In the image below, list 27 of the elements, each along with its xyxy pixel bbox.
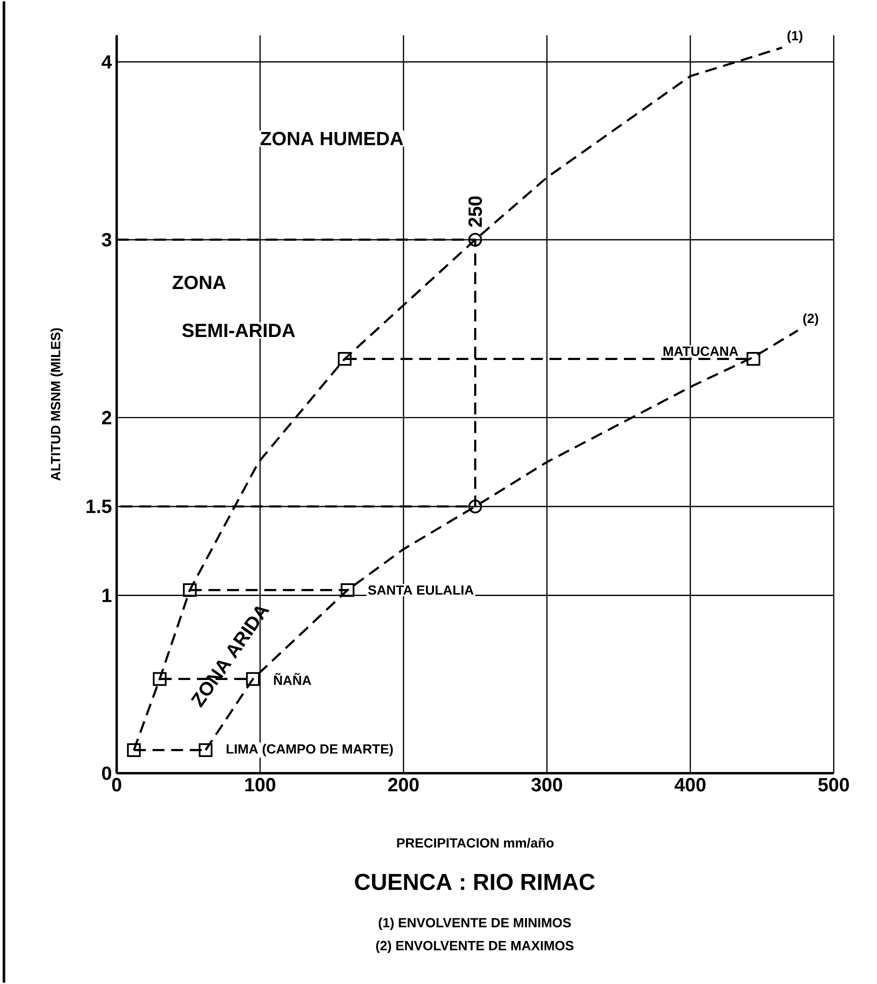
x-tick-label: 300 — [532, 778, 562, 792]
series-label: (1) — [788, 30, 803, 43]
x-tick-label: 500 — [818, 778, 850, 792]
x-tick-label: 400 — [674, 778, 706, 792]
x-tick-label: 200 — [388, 778, 419, 792]
annotation: ÑAÑA — [274, 673, 312, 685]
y-tick-label: 0 — [102, 766, 112, 780]
annotation: ZONA — [172, 276, 226, 290]
y-tick-label: 4 — [102, 55, 112, 68]
annotation: ZONA HUMEDA — [260, 132, 404, 146]
annotation: SEMI-ARIDA — [182, 324, 296, 338]
y-tick-label: 3 — [102, 232, 112, 247]
y-axis-title: ALTITUD MSNM (MILES) — [50, 328, 64, 481]
text: CUENCA : RIO RIMAC — [355, 874, 595, 890]
annotation: MATUCANA — [664, 346, 738, 356]
text: (1) ENVOLVENTE DE MINIMOS — [378, 918, 572, 930]
x-axis-title: PRECIPITACION mm/año — [397, 838, 554, 848]
x-tick-label: 100 — [246, 778, 276, 792]
y-tick-label: 2 — [102, 410, 112, 424]
y-tick-label: 1.5 — [86, 500, 112, 514]
text: (2) ENVOLVENTE DE MAXIMOS — [376, 940, 574, 953]
y-tick-label: 1 — [102, 588, 112, 602]
annotation: SANTA EULALIA — [368, 585, 474, 595]
x-tick-label: 0 — [112, 778, 122, 792]
series-label: (2) — [803, 313, 818, 326]
annotation: LIMA (CAMPO DE MARTE) — [226, 744, 394, 756]
annotation: 250 — [468, 196, 482, 227]
